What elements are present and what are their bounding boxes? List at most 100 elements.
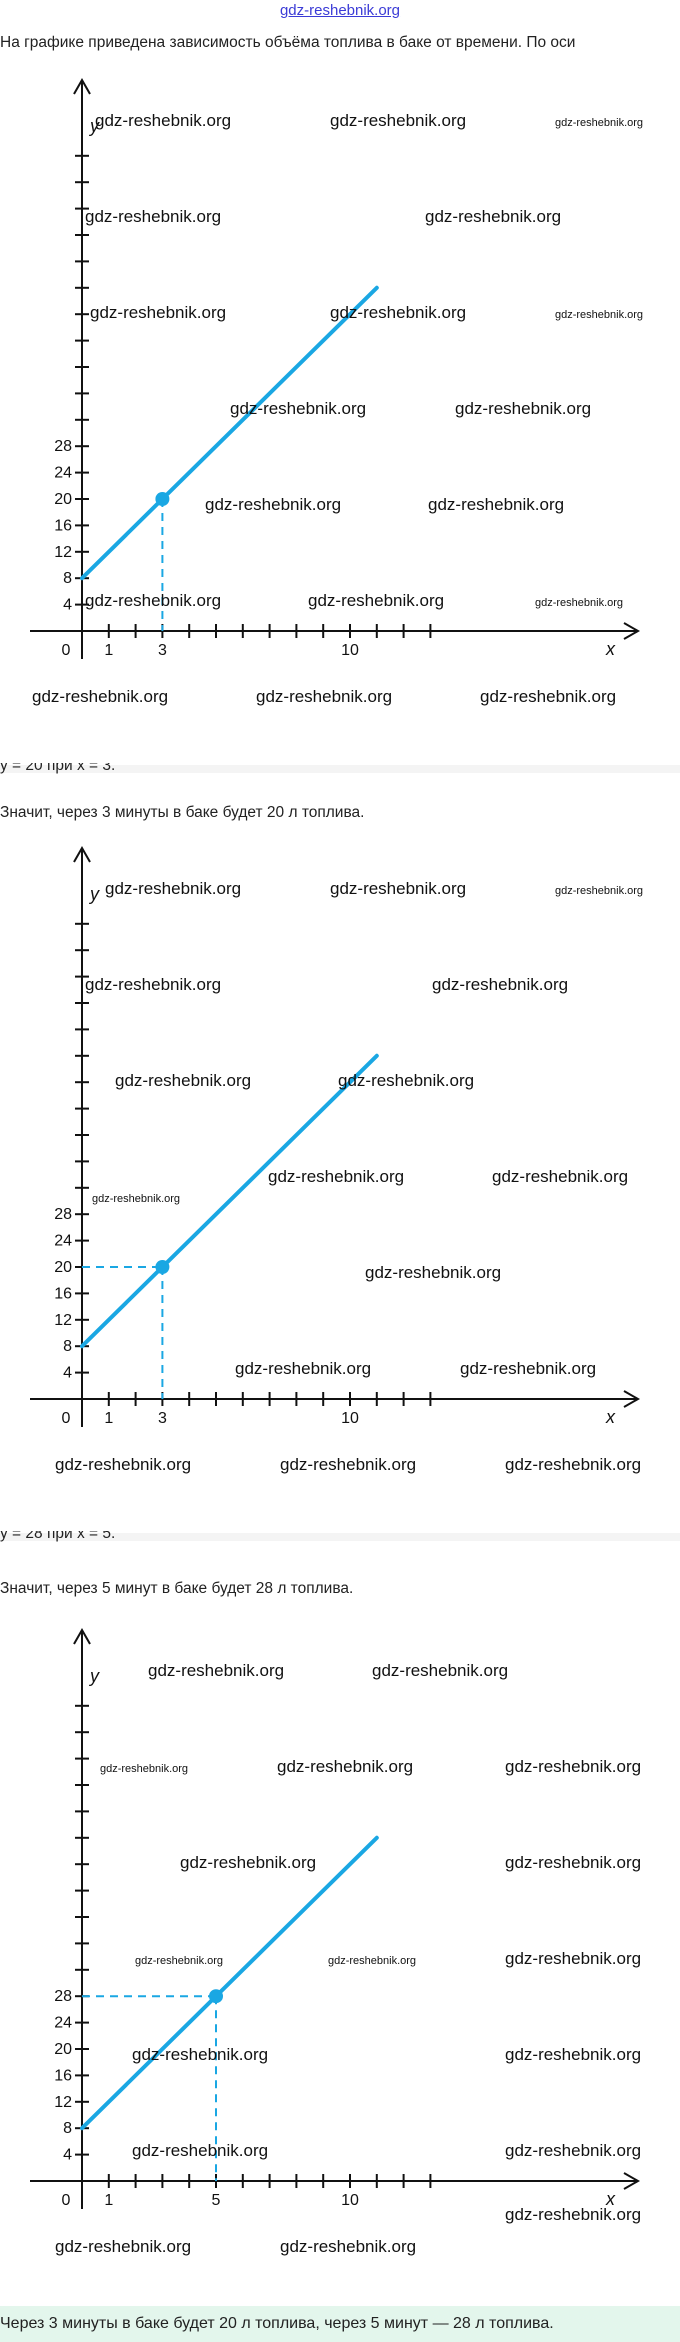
graph-1: 0 1 3 10 4 8 12 16 20 24 28 x y gdz-reshebnik.org gdz-…: [0, 60, 680, 750]
x-tick-label: 5: [212, 2192, 221, 2209]
watermark: gdz-reshebnik.org: [432, 975, 568, 994]
step-1-conclusion: Значит, через 3 минуты в баке будет 20 л…: [0, 804, 365, 821]
watermark: gdz-reshebnik.org: [505, 2205, 641, 2224]
watermark: gdz-reshebnik.org: [505, 1949, 641, 1968]
intro-text: На графике приведена зависимость объёма …: [0, 34, 576, 51]
x-axis-name: x: [605, 2189, 616, 2209]
watermark: gdz-reshebnik.org: [365, 1263, 501, 1282]
watermark: gdz-reshebnik.org: [148, 1661, 284, 1680]
highlight-point: [155, 1260, 170, 1274]
y-tick-label: 24: [54, 465, 72, 482]
watermark: gdz-reshebnik.org: [372, 1661, 508, 1680]
x-tick-label: 1: [104, 2192, 113, 2209]
function-line: [80, 285, 379, 581]
graph-2-svg: 0 1 3 10 4 8 12 16 20 24 28 x y gdz-reshebnik.org gdz-…: [30, 845, 643, 1474]
watermark: gdz-reshebnik.org: [330, 879, 466, 898]
section-divider: [0, 1533, 680, 1541]
watermark: gdz-reshebnik.org: [308, 591, 444, 610]
y-tick-label: 8: [63, 570, 72, 587]
watermark: gdz-reshebnik.org: [425, 207, 561, 226]
x-tick-label: 0: [62, 1410, 71, 1427]
watermark: gdz-reshebnik.org: [428, 495, 564, 514]
watermark: gdz-reshebnik.org: [555, 309, 643, 321]
y-tick-label: 4: [63, 1365, 72, 1382]
watermark: gdz-reshebnik.org: [330, 303, 466, 322]
x-axis-name: x: [605, 639, 616, 659]
x-tick-label: 10: [341, 642, 359, 659]
y-axis-arrow: [73, 845, 91, 863]
y-tick-label: 16: [54, 1285, 72, 1302]
y-axis-name: y: [88, 116, 100, 136]
highlight-point: [155, 492, 170, 506]
watermark: gdz-reshebnik.org: [92, 1193, 180, 1205]
x-tick-label: 10: [341, 2192, 359, 2209]
watermark: gdz-reshebnik.org: [85, 975, 221, 994]
x-axis-name: x: [605, 1407, 616, 1427]
x-tick-label: 1: [104, 1410, 113, 1427]
watermark: gdz-reshebnik.org: [105, 879, 241, 898]
watermark: gdz-reshebnik.org: [505, 2045, 641, 2064]
watermark: gdz-reshebnik.org: [330, 111, 466, 130]
y-axis-name: y: [88, 1666, 100, 1686]
y-tick-label: 24: [54, 2015, 72, 2032]
section-divider: [0, 765, 680, 773]
x-tick-label: 3: [158, 1410, 167, 1427]
y-tick-label: 20: [54, 2041, 72, 2058]
x-tick-label: 0: [62, 642, 71, 659]
y-tick-label: 24: [54, 1233, 72, 1250]
x-axis-arrow: [623, 1390, 641, 1408]
watermark: gdz-reshebnik.org: [280, 2237, 416, 2256]
watermark: gdz-reshebnik.org: [132, 2141, 268, 2160]
y-tick-label: 4: [63, 2147, 72, 2164]
y-tick-label: 28: [54, 1206, 72, 1223]
watermark: gdz-reshebnik.org: [205, 495, 341, 514]
watermark: gdz-reshebnik.org: [328, 1955, 416, 1967]
watermark: gdz-reshebnik.org: [55, 2237, 191, 2256]
watermark: gdz-reshebnik.org: [100, 1763, 188, 1775]
watermark: gdz-reshebnik.org: [95, 111, 231, 130]
watermark: gdz-reshebnik.org: [180, 1853, 316, 1872]
watermark: gdz-reshebnik.org: [555, 885, 643, 897]
y-tick-label: 4: [63, 597, 72, 614]
watermark: gdz-reshebnik.org: [115, 1071, 251, 1090]
watermark: gdz-reshebnik.org: [277, 1757, 413, 1776]
step-2-partial-text: y = 28 при x = 5.: [0, 1531, 116, 1542]
watermark: gdz-reshebnik.org: [480, 687, 616, 706]
y-tick-label: 8: [63, 2120, 72, 2137]
graph-2: 0 1 3 10 4 8 12 16 20 24 28 x y gdz-reshebnik.org gdz-…: [0, 828, 680, 1518]
final-answer: Через 3 минуты в баке будет 20 л топлива…: [0, 2306, 680, 2342]
y-axis-arrow: [73, 1627, 91, 1645]
watermark: gdz-reshebnik.org: [55, 1455, 191, 1474]
watermark: gdz-reshebnik.org: [505, 1757, 641, 1776]
watermark: gdz-reshebnik.org: [505, 2141, 641, 2160]
watermark: gdz-reshebnik.org: [535, 597, 623, 609]
y-tick-label: 28: [54, 438, 72, 455]
watermark: gdz-reshebnik.org: [505, 1455, 641, 1474]
y-tick-label: 20: [54, 1259, 72, 1276]
graph-3: 0 1 5 10 4 8 12 16 20 24 28 x y gdz-reshebnik.org gdz-…: [0, 1610, 680, 2300]
watermark: gdz-reshebnik.org: [492, 1167, 628, 1186]
y-tick-label: 8: [63, 1338, 72, 1355]
function-line: [80, 1053, 379, 1349]
x-axis-arrow: [623, 2172, 641, 2190]
site-link[interactable]: gdz-reshebnik.org: [279, 2, 401, 19]
y-tick-label: 28: [54, 1988, 72, 2005]
y-axis-arrow: [73, 77, 91, 95]
watermark: gdz-reshebnik.org: [235, 1359, 371, 1378]
y-axis-name: y: [88, 884, 100, 904]
x-tick-label: 10: [341, 1410, 359, 1427]
watermark: gdz-reshebnik.org: [455, 399, 591, 418]
x-tick-label: 0: [62, 2192, 71, 2209]
watermark: gdz-reshebnik.org: [132, 2045, 268, 2064]
watermark: gdz-reshebnik.org: [32, 687, 168, 706]
watermark: gdz-reshebnik.org: [338, 1071, 474, 1090]
x-axis-arrow: [623, 622, 641, 640]
y-tick-label: 12: [54, 1312, 72, 1329]
watermark: gdz-reshebnik.org: [85, 207, 221, 226]
watermark: gdz-reshebnik.org: [256, 687, 392, 706]
watermark: gdz-reshebnik.org: [555, 117, 643, 129]
watermark: gdz-reshebnik.org: [268, 1167, 404, 1186]
x-tick-label: 1: [104, 642, 113, 659]
step-2-conclusion: Значит, через 5 минут в баке будет 28 л …: [0, 1580, 354, 1597]
